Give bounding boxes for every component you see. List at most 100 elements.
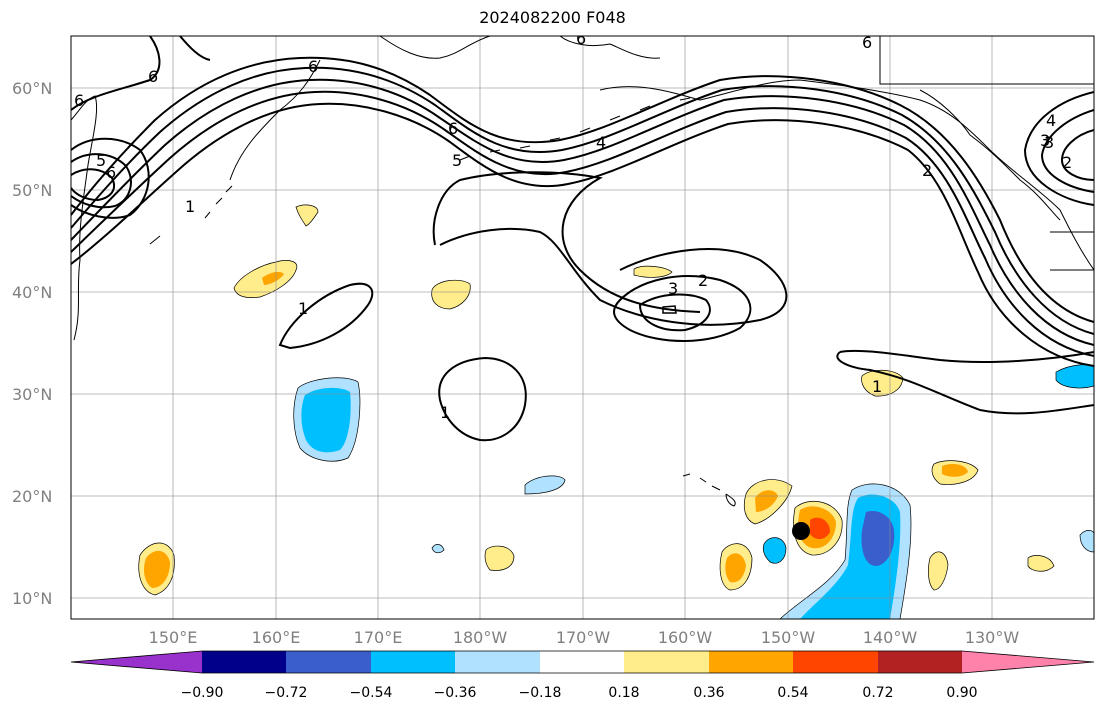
lat-label: 40°N xyxy=(12,283,52,302)
contour-label: 5 xyxy=(96,151,106,170)
contour-1-west xyxy=(278,282,374,350)
contour-1-mid xyxy=(438,356,527,442)
colorbar-swatch xyxy=(71,651,202,673)
contour-east-high-3 xyxy=(1060,129,1094,181)
contours xyxy=(71,36,1094,442)
contour-label: 5 xyxy=(452,151,462,170)
positive-anomaly-11 xyxy=(484,545,515,571)
contour-label: 6 xyxy=(308,57,318,76)
contour-label: 3 xyxy=(668,279,678,298)
nw-america-coast xyxy=(919,89,1061,221)
positive-anomaly-4 xyxy=(633,265,673,278)
negative-anomaly-small-5 xyxy=(431,544,445,554)
colorbar xyxy=(70,650,1095,674)
colorbar-swatch xyxy=(540,651,624,673)
contour-label: 1 xyxy=(440,403,450,422)
positive-anomaly-2-core xyxy=(262,271,284,285)
colorbar-swatch xyxy=(962,651,1094,673)
colorbar-tick: −0.18 xyxy=(519,685,562,701)
lon-label: 140°W xyxy=(863,628,918,647)
negative-anomaly-east-deep xyxy=(861,510,895,566)
lat-label: 20°N xyxy=(12,487,52,506)
contour-label: 4 xyxy=(596,133,606,152)
contour-label: 6 xyxy=(862,33,872,52)
positive-anomaly-13-core xyxy=(144,550,170,588)
colorbar-swatch xyxy=(455,651,540,673)
positive-anomaly-8-core xyxy=(725,553,746,583)
lon-label: 170°W xyxy=(556,628,611,647)
colorbar-ticks: −0.90 −0.72 −0.54 −0.36 −0.18 0.18 0.36 … xyxy=(181,685,978,701)
lat-label: 10°N xyxy=(12,589,52,608)
positive-anomaly-12 xyxy=(1027,555,1055,572)
contour-label: 2 xyxy=(1062,153,1072,172)
lon-label: 170°E xyxy=(354,628,403,647)
colorbar-swatch xyxy=(624,651,709,673)
contour-west-low-3 xyxy=(71,168,116,202)
contour-3-low xyxy=(638,293,711,332)
storm-position-marker xyxy=(792,522,810,540)
contour-northwest xyxy=(71,36,211,111)
positive-anomaly-3 xyxy=(431,279,471,310)
colorbar-tick: −0.90 xyxy=(181,685,224,701)
contour-labels: 6 6 5 6 1 6 6 5 4 3 2 2 3 1 1 1 6 4 3 2 … xyxy=(74,29,1072,422)
map-canvas: 6 6 5 6 1 6 6 5 4 3 2 2 3 1 1 1 6 4 3 2 … xyxy=(71,29,1094,619)
contour-1-ne xyxy=(439,227,788,326)
contour-label: 2 xyxy=(698,271,708,290)
northern-coast xyxy=(379,36,661,59)
lat-label: 50°N xyxy=(12,181,52,200)
contour-min xyxy=(662,305,677,314)
contour-label: 2 xyxy=(922,161,932,180)
contour-label: 3 xyxy=(1044,133,1054,152)
lon-label: 160°E xyxy=(252,628,301,647)
contour-2-low xyxy=(613,275,752,342)
lon-label: 150°E xyxy=(149,628,198,647)
contour-label: 1 xyxy=(185,197,195,216)
colorbar-tick: 0.54 xyxy=(777,685,808,701)
colorbar-tick: 0.90 xyxy=(946,685,977,701)
chart-title: 2024082200 F048 xyxy=(479,8,626,27)
colorbar-tick: −0.54 xyxy=(350,685,393,701)
colorbar-swatch xyxy=(878,651,962,673)
colorbar-tick: −0.36 xyxy=(434,685,477,701)
contour-label: 6 xyxy=(448,119,458,138)
lon-label: 130°W xyxy=(965,628,1020,647)
contour-label: 6 xyxy=(74,91,84,110)
lat-label: 60°N xyxy=(12,79,52,98)
kurils xyxy=(149,185,233,245)
lon-label: 160°W xyxy=(658,628,713,647)
colorbar-swatch xyxy=(709,651,793,673)
negative-anomaly-small-2 xyxy=(762,537,787,564)
colorbar-tick: −0.72 xyxy=(265,685,308,701)
contour-1-east xyxy=(836,349,1094,415)
colorbar-swatch xyxy=(793,651,878,673)
colorbar-swatch xyxy=(371,651,455,673)
positive-anomaly-7-core xyxy=(810,517,830,540)
colorbar-swatch xyxy=(202,651,286,673)
contour-east-high-2 xyxy=(1040,109,1094,193)
contour-label: 1 xyxy=(298,299,308,318)
contour-label: 6 xyxy=(148,67,158,86)
colorbar-swatch xyxy=(286,651,371,673)
longitude-labels: 150°E 160°E 170°E 180°W 170°W 160°W 150°… xyxy=(149,628,1020,647)
colorbar-outline xyxy=(70,650,1095,674)
colorbar-tick: 0.72 xyxy=(862,685,893,701)
contour-label: 4 xyxy=(1046,111,1056,130)
positive-anomaly-9-core xyxy=(942,464,968,477)
negative-anomaly-small-1 xyxy=(524,475,566,495)
contour-label: 3 xyxy=(1040,131,1050,150)
contour-west-low-1 xyxy=(71,137,150,219)
map-frame xyxy=(70,35,1095,620)
positive-anomaly-10 xyxy=(928,551,949,591)
canada-border xyxy=(879,36,1094,85)
hawaii-islands xyxy=(682,473,736,507)
contour-label: 1 xyxy=(872,377,882,396)
negative-anomaly-west-core xyxy=(301,387,351,453)
contour-west-low-2 xyxy=(71,153,132,209)
negative-anomaly-small-4 xyxy=(1079,530,1094,553)
positive-anomaly-1 xyxy=(295,204,319,227)
colorbar-tick: 0.36 xyxy=(693,685,724,701)
contour-label: 6 xyxy=(576,29,586,48)
lon-label: 180°W xyxy=(453,628,508,647)
colorbar-tick: 0.18 xyxy=(608,685,639,701)
